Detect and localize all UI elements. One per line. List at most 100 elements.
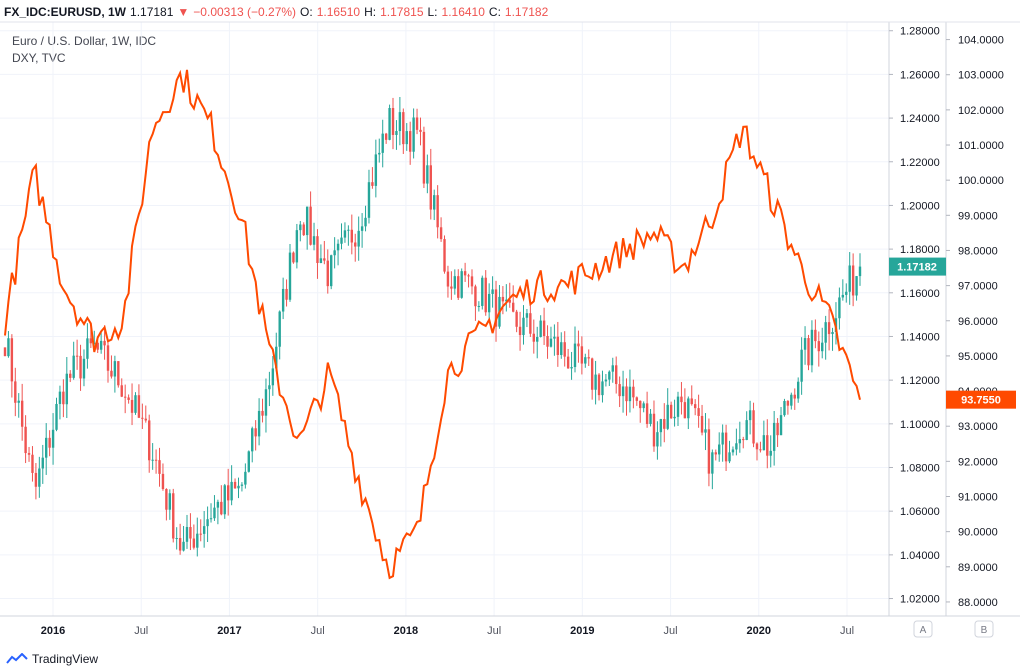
dxy-price-axis[interactable]: 104.0000 103.0000 102.0000 101.0000 100.0000… [946,35,1004,609]
candle-body [185,527,189,542]
candle-body [474,286,477,307]
y-right-tick-label: 89.0000 [958,562,998,574]
tradingview-logo[interactable]: TradingView [6,652,98,666]
candle-body [587,357,590,359]
y-right-tick-label: 97.0000 [958,281,998,293]
x-tick-label: Jul [840,625,854,637]
candle-body [120,385,123,397]
candle-body [752,410,755,444]
candle-body [821,342,824,352]
candle-body [460,271,463,298]
candle-body [86,338,89,359]
eurusd-price-axis[interactable]: 1.28000 1.26000 1.24000 1.22000 1.20000 1.180… [889,26,940,606]
candle-body [590,358,594,390]
time-axis[interactable]: 2016 Jul 2017 Jul 2018 Jul 2019 Jul 2020 Jul [41,625,854,637]
candle-body [553,336,556,339]
candle-body [467,275,470,277]
candle-body [721,432,724,445]
candle-body [426,165,429,184]
candle-body [326,260,329,287]
candle-body [182,541,185,551]
candle-body [381,133,384,153]
y-right-tick-label: 101.0000 [958,140,1004,152]
axis-button-b[interactable]: B [974,620,994,638]
candle-body [292,252,295,263]
high-label: H: [364,5,377,19]
candle-body [323,258,326,261]
axis-button-a[interactable]: A [913,620,933,638]
high-value: 1.17815 [380,5,424,19]
y-left-tick-label: 1.24000 [900,113,940,125]
candle-body [618,384,621,397]
y-right-tick-label: 96.0000 [958,316,998,328]
candle-body [391,108,395,135]
candle-body [762,435,766,451]
candle-body [484,277,487,313]
candle-body [841,294,845,298]
eurusd-candles [3,96,862,557]
candle-body [525,313,529,318]
candle-body [429,165,432,210]
candle-body [216,501,220,508]
low-value: 1.16410 [441,5,485,19]
y-right-tick-label: 90.0000 [958,527,998,539]
candle-body [615,365,618,385]
compare-series-legend[interactable]: DXY, TVC [12,51,66,65]
candle-body [154,459,158,461]
candle-body [340,237,343,244]
candle-body [697,408,700,416]
candle-body [714,452,717,455]
candle-body [584,357,587,364]
candle-body [683,402,687,419]
y-left-tick-label: 1.28000 [900,26,940,38]
candle-body [196,533,199,548]
candle-body [470,276,474,287]
candle-body [491,289,494,294]
candle-body [89,338,93,344]
candle-body [659,419,663,433]
tradingview-logo-icon [6,653,28,664]
candle-body [405,131,408,145]
candle-body [453,276,457,289]
candle-body [336,243,340,251]
candle-body [851,265,855,296]
candle-body [302,224,305,236]
eurusd-last-value: 1.17182 [897,262,937,274]
candle-body [288,252,292,300]
y-right-tick-label: 100.0000 [958,175,1004,187]
candle-body [209,518,213,520]
candle-body [831,332,834,335]
y-left-tick-label: 1.16000 [900,288,940,300]
candle-body [31,454,34,473]
last-price: 1.17181 [130,5,174,19]
symbol-header: FX_IDC:EURUSD, 1W 1.17181 ▼ −0.00313 (−0… [4,4,548,20]
candle-body [745,420,748,440]
candle-body [189,527,192,539]
candle-body [299,224,302,231]
candle-body [237,485,240,489]
candle-body [295,230,299,263]
candle-body [680,396,683,403]
candle-body [7,338,10,357]
candle-body [759,449,762,451]
candle-body [532,333,535,342]
main-series-legend[interactable]: Euro / U.S. Dollar, 1W, IDC [12,34,157,48]
candle-body [711,452,714,474]
y-left-tick-label: 1.12000 [900,375,940,387]
y-left-tick-label: 1.14000 [900,331,940,343]
candle-body [645,403,649,424]
x-tick-label: 2019 [570,625,594,637]
candle-body [148,420,151,461]
candle-body [693,404,697,409]
candle-body [360,226,364,231]
symbol-label[interactable]: FX_IDC:EURUSD, 1W [4,5,127,19]
candle-body [202,526,206,534]
x-tick-label: 2018 [394,625,418,637]
candle-body [580,346,584,364]
candle-body [505,299,508,302]
candle-body [511,302,515,312]
candle-body [364,217,367,227]
y-right-tick-label: 98.0000 [958,245,998,257]
candle-body [213,507,216,519]
